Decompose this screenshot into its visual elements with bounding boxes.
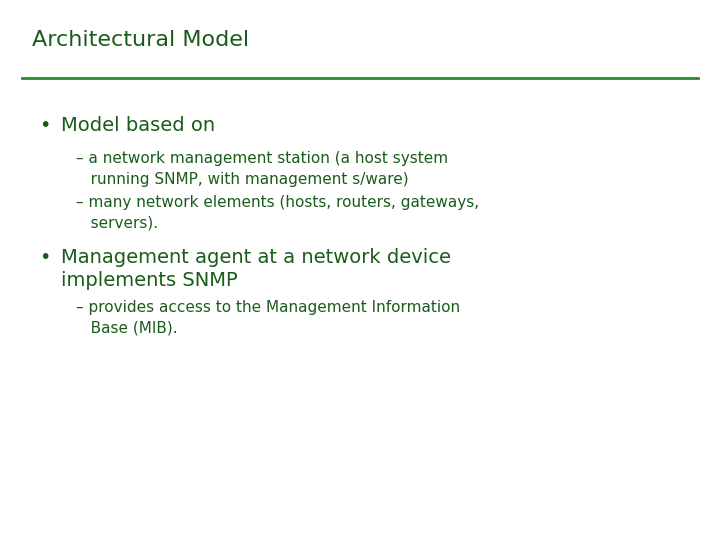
Text: – many network elements (hosts, routers, gateways,: – many network elements (hosts, routers,… <box>76 195 479 211</box>
Text: servers).: servers). <box>76 216 158 231</box>
Text: Model based on: Model based on <box>61 116 215 135</box>
Text: implements SNMP: implements SNMP <box>61 271 238 290</box>
Text: Architectural Model: Architectural Model <box>32 30 250 50</box>
Text: Base (MIB).: Base (MIB). <box>76 320 177 335</box>
Text: – a network management station (a host system: – a network management station (a host s… <box>76 151 448 166</box>
Text: Management agent at a network device: Management agent at a network device <box>61 248 451 267</box>
Text: •: • <box>40 248 51 267</box>
Text: running SNMP, with management s/ware): running SNMP, with management s/ware) <box>76 172 408 187</box>
Text: •: • <box>40 116 51 135</box>
Text: – provides access to the Management Information: – provides access to the Management Info… <box>76 300 460 315</box>
